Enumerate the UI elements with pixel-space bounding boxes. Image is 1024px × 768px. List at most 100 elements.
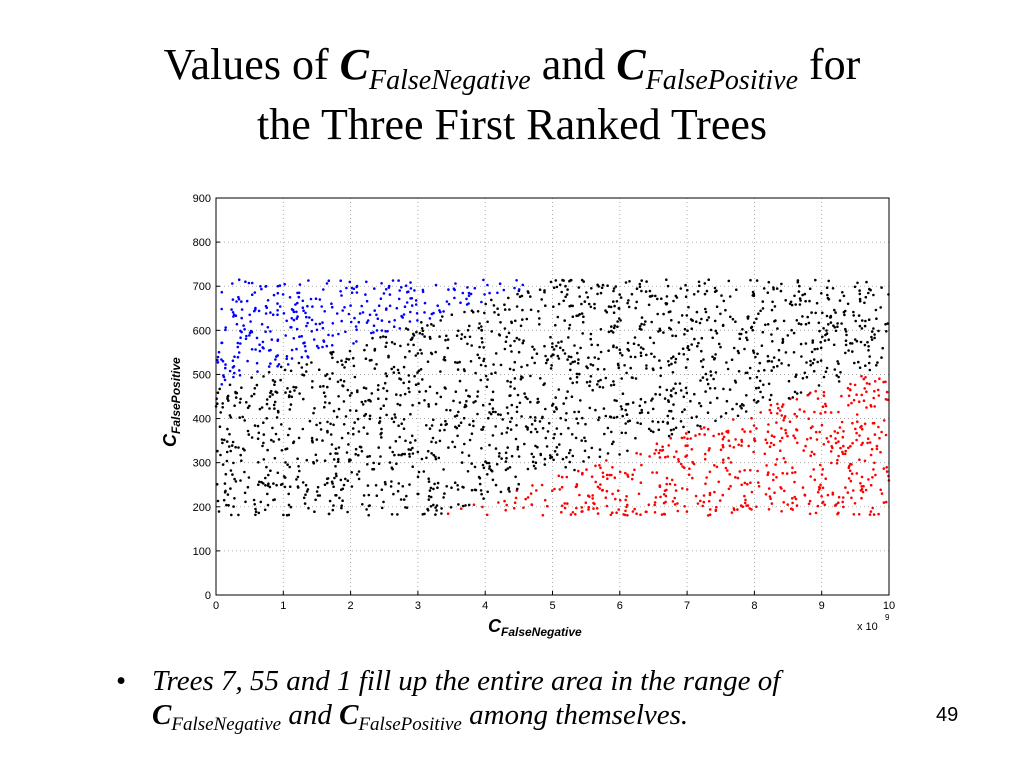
scatter-point (820, 423, 824, 427)
scatter-point (582, 460, 585, 463)
scatter-point (775, 476, 778, 479)
scatter-point (442, 496, 445, 499)
scatter-point (482, 359, 485, 363)
scatter-point (847, 466, 851, 470)
scatter-point (409, 412, 412, 416)
scatter-point (569, 368, 572, 372)
scatter-point (576, 351, 579, 355)
scatter-point (331, 350, 335, 354)
scatter-point (581, 320, 585, 324)
scatter-point (443, 492, 446, 495)
x-axis-ticks: 0 1 2 3 4 5 6 7 8 9 10 (213, 591, 895, 612)
scatter-point (491, 410, 495, 414)
scatter-point (414, 299, 418, 302)
scatter-point (289, 403, 293, 406)
scatter-point (271, 313, 275, 316)
scatter-point (380, 329, 384, 332)
scatter-point (840, 322, 843, 325)
scatter-point (246, 485, 250, 489)
scatter-point (478, 482, 482, 486)
plot-frame (215, 197, 890, 596)
scatter-point (794, 303, 797, 306)
scatter-point (220, 341, 224, 345)
scatter-point (868, 513, 872, 516)
scatter-point (754, 355, 757, 359)
scatter-point (246, 359, 249, 363)
scatter-point (323, 459, 327, 463)
scatter-point (851, 489, 855, 492)
scatter-point (334, 494, 337, 497)
scatter-point (817, 384, 821, 387)
scatter-point (264, 330, 267, 333)
scatter-point (224, 326, 227, 329)
scatter-point (868, 355, 871, 358)
scatter-point (504, 340, 508, 343)
y-tick-label: 0 (205, 590, 211, 602)
scatter-point (239, 397, 242, 401)
scatter-point (269, 362, 272, 365)
x-tick-label: 9 (819, 600, 825, 612)
scatter-point (348, 409, 352, 412)
scatter-point (432, 324, 435, 327)
scatter-point (668, 482, 672, 486)
scatter-point (470, 488, 474, 492)
scatter-point (610, 329, 613, 333)
scatter-point (711, 336, 714, 340)
scatter-point (627, 299, 630, 302)
scatter-point (350, 485, 354, 488)
scatter-point (541, 513, 545, 517)
scatter-point (587, 356, 590, 359)
scatter-point (880, 356, 883, 359)
scatter-point (599, 466, 602, 470)
scatter-point (444, 387, 447, 390)
scatter-point (869, 453, 873, 457)
scatter-point (743, 469, 746, 472)
scatter-point (256, 437, 260, 440)
scatter-point (819, 463, 822, 467)
scatter-point (408, 452, 411, 456)
scatter-point (745, 504, 748, 507)
scatter-point (855, 431, 858, 435)
scatter-point (585, 380, 589, 384)
scatter-point (606, 477, 609, 481)
scatter-point (264, 304, 268, 308)
scatter-point (779, 289, 783, 293)
scatter-point (322, 384, 325, 388)
scatter-point (735, 402, 738, 406)
scatter-point (714, 353, 717, 356)
scatter-point (571, 511, 575, 514)
scatter-point (409, 441, 412, 444)
scatter-point (236, 345, 240, 349)
scatter-point (420, 457, 424, 461)
scatter-point (381, 335, 385, 338)
scatter-point (700, 317, 703, 321)
scatter-point (614, 497, 617, 501)
scatter-point (780, 362, 783, 365)
y-tick-label: 900 (193, 193, 211, 205)
scatter-point (844, 351, 847, 355)
scatter-point (535, 430, 539, 434)
scatter-point (712, 358, 716, 361)
scatter-point (258, 407, 262, 411)
scatter-point (757, 485, 761, 488)
scatter-point (743, 494, 746, 498)
scatter-point (488, 291, 491, 295)
scatter-point (257, 309, 261, 313)
scatter-point (553, 487, 556, 491)
scatter-point (816, 360, 819, 364)
scatter-point (388, 461, 392, 464)
scatter-point (260, 322, 264, 326)
scatter-point (460, 461, 464, 464)
scatter-point (791, 396, 795, 399)
scatter-point (517, 482, 520, 486)
scatter-point (466, 342, 469, 346)
scatter-point (262, 433, 266, 436)
scatter-point (332, 504, 335, 507)
scatter-point (480, 492, 483, 496)
scatter-point (746, 482, 749, 486)
scatter-point (726, 367, 730, 371)
scatter-point (824, 404, 828, 408)
scatter-point (860, 327, 864, 330)
scatter-point (546, 504, 549, 508)
scatter-point (858, 324, 862, 328)
